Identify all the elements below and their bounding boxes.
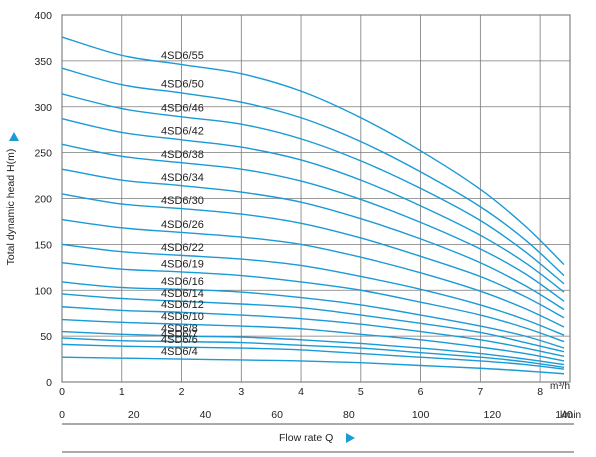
curve-line bbox=[61, 293, 565, 353]
curve-label: 4SD6/10 bbox=[161, 311, 204, 323]
curve-line bbox=[61, 67, 565, 277]
curve-line bbox=[61, 306, 565, 357]
curve-label: 4SD6/19 bbox=[161, 258, 204, 270]
x-tick-label: 8 bbox=[537, 386, 543, 398]
curve-label: 4SD6/4 bbox=[161, 346, 198, 358]
x-tick-label: 6 bbox=[418, 386, 424, 398]
y-axis-title: Total dynamic head H(m) bbox=[5, 149, 17, 266]
x-secondary-tick-label: 0 bbox=[59, 409, 65, 421]
curve-labels: 4SD6/55 4SD6/50 4SD6/46 4SD6/42 4SD6/38 4SD6/… bbox=[161, 50, 204, 358]
curve-line bbox=[61, 262, 565, 343]
y-tick-label: 150 bbox=[34, 239, 52, 251]
y-tick-label: 400 bbox=[34, 10, 52, 22]
x-tick-label: 7 bbox=[477, 386, 483, 398]
y-tick-label: 0 bbox=[46, 377, 52, 389]
y-axis-title-arrow-icon bbox=[9, 132, 19, 141]
x-tick-label: 2 bbox=[179, 386, 185, 398]
x-secondary-tick-label: 140 bbox=[555, 409, 573, 421]
x-secondary-tick-label: 120 bbox=[484, 409, 502, 421]
x-tick-label: 1 bbox=[119, 386, 125, 398]
curve-label: 4SD6/8 bbox=[161, 323, 198, 335]
curves bbox=[61, 36, 565, 375]
curve-line bbox=[61, 243, 565, 336]
x-secondary-tick-label: 20 bbox=[128, 409, 140, 421]
curve-line bbox=[61, 193, 565, 319]
x-axis-title: Flow rate Q bbox=[279, 432, 333, 444]
y-tick-label: 200 bbox=[34, 194, 52, 206]
grid bbox=[61, 14, 571, 383]
curve-label: 4SD6/42 bbox=[161, 126, 204, 138]
curve-line bbox=[61, 218, 565, 328]
x-secondary-tick-label: 40 bbox=[200, 409, 212, 421]
curve-label: 4SD6/55 bbox=[161, 50, 204, 62]
x-secondary-tick-label: 80 bbox=[343, 409, 355, 421]
curve-label: 4SD6/12 bbox=[161, 299, 204, 311]
x-tick-label: 4 bbox=[298, 386, 304, 398]
x-tick-label: 3 bbox=[238, 386, 244, 398]
curve-label: 4SD6/14 bbox=[161, 288, 204, 300]
x-secondary-tick-label: 100 bbox=[412, 409, 430, 421]
curve-line bbox=[61, 337, 565, 369]
curve-label: 4SD6/34 bbox=[161, 172, 204, 184]
curve-label: 4SD6/50 bbox=[161, 79, 204, 91]
curve-line bbox=[61, 36, 565, 266]
curve-line bbox=[61, 117, 565, 293]
y-tick-label: 50 bbox=[40, 331, 52, 343]
curve-line bbox=[61, 281, 565, 349]
curve-line bbox=[61, 318, 565, 362]
y-axis-title-group: Total dynamic head H(m) bbox=[5, 149, 17, 266]
curve-label: 4SD6/26 bbox=[161, 219, 204, 231]
curve-line bbox=[61, 356, 565, 375]
curve-label: 4SD6/7 bbox=[161, 328, 198, 340]
x-secondary-tick-label: 60 bbox=[271, 409, 283, 421]
x-unit-primary: m³/h bbox=[550, 381, 570, 392]
y-tick-label: 350 bbox=[34, 56, 52, 68]
curve-line bbox=[61, 330, 565, 366]
curve-line bbox=[61, 93, 565, 285]
curve-label: 4SD6/46 bbox=[161, 103, 204, 115]
curve-label: 4SD6/38 bbox=[161, 149, 204, 161]
y-tick-label: 250 bbox=[34, 148, 52, 160]
curve-label: 4SD6/16 bbox=[161, 276, 204, 288]
x-unit-secondary: l/min bbox=[560, 410, 581, 421]
y-tick-label: 100 bbox=[34, 285, 52, 297]
curve-line bbox=[61, 143, 565, 302]
curve-label: 4SD6/6 bbox=[161, 334, 198, 346]
curve-line bbox=[61, 168, 565, 311]
x-tick-label: 5 bbox=[358, 386, 364, 398]
x-tick-label: 0 bbox=[59, 386, 65, 398]
curve-label: 4SD6/22 bbox=[161, 242, 204, 254]
curve-label: 4SD6/30 bbox=[161, 195, 204, 207]
curve-line bbox=[61, 343, 565, 370]
y-tick-label: 300 bbox=[34, 102, 52, 114]
x-axis-title-arrow-icon bbox=[346, 433, 355, 443]
